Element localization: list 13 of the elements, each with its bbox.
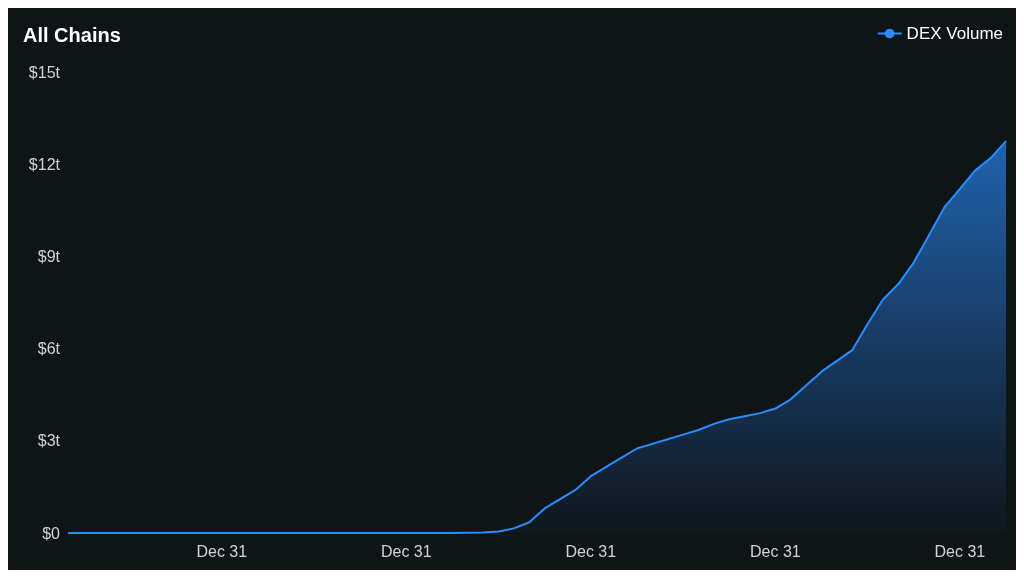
y-tick-label: $15t <box>28 63 61 81</box>
y-tick-label: $0 <box>42 524 61 542</box>
legend-label: DEX Volume <box>906 24 1004 43</box>
chart-title: All Chains <box>23 24 121 46</box>
x-tick-label: Dec 31 <box>934 542 986 560</box>
x-tick-label: Dec 31 <box>196 542 248 560</box>
y-tick-label: $9t <box>37 247 61 265</box>
x-tick-label: Dec 31 <box>380 542 432 560</box>
x-tick-label: Dec 31 <box>565 542 617 560</box>
y-tick-label: $12t <box>28 155 61 173</box>
y-tick-label: $3t <box>37 432 61 450</box>
y-tick-label: $6t <box>37 340 61 358</box>
x-tick-label: Dec 31 <box>749 542 801 560</box>
